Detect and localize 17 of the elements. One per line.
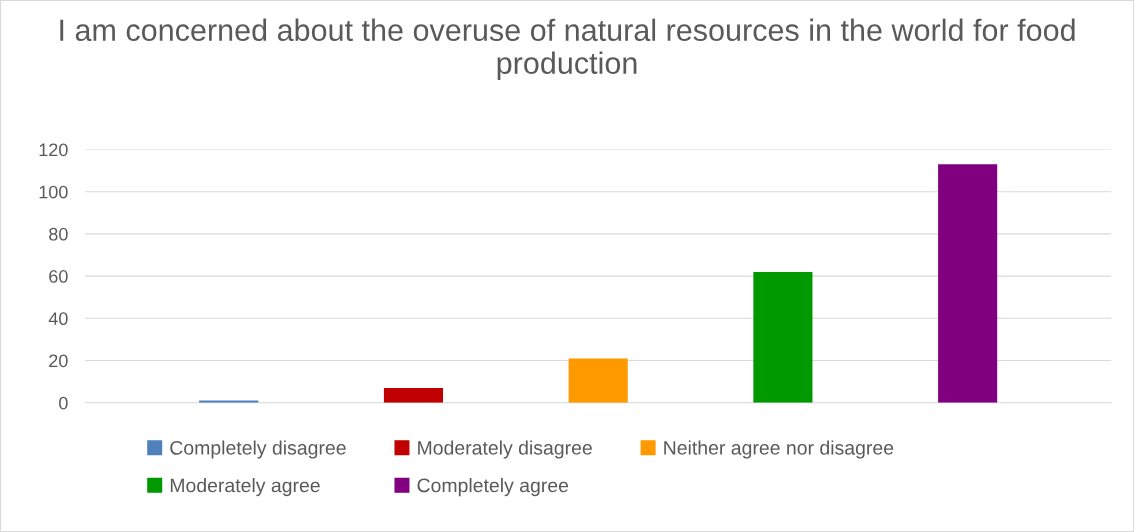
y-tick-label: 80 bbox=[49, 227, 68, 241]
legend-label: Moderately agree bbox=[170, 478, 320, 497]
y-tick-label: 60 bbox=[49, 270, 68, 283]
legend-label: Neither agree nor disagree bbox=[664, 440, 894, 459]
bar bbox=[568, 358, 628, 403]
y-tick-label: 120 bbox=[39, 143, 68, 157]
legend-label: Moderately disagree bbox=[418, 440, 592, 459]
chart-title: I am concerned about the overuse of natural resources in the world for food production bbox=[60, 18, 1075, 81]
legend-label: Completely disagree bbox=[170, 440, 346, 459]
bar bbox=[753, 271, 813, 403]
y-tick-label: 40 bbox=[48, 312, 68, 326]
bar bbox=[383, 387, 444, 403]
y-tick-label: 100 bbox=[39, 185, 68, 199]
bar bbox=[938, 164, 998, 403]
legend-label: Completely agree bbox=[417, 478, 569, 497]
y-tick-label: 0 bbox=[59, 396, 68, 410]
y-tick-label: 20 bbox=[49, 354, 68, 368]
